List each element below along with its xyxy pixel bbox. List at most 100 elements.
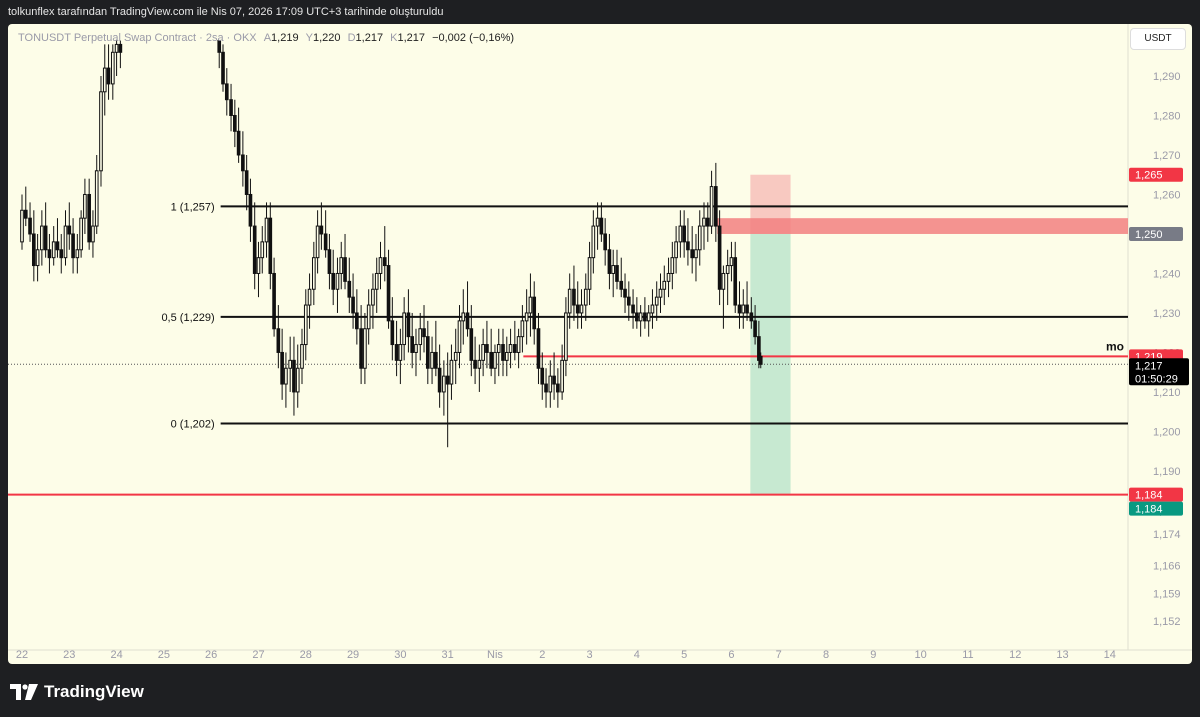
candle [702,202,706,250]
candle-body-up [496,344,501,353]
y-tick-label: 1,230 [1153,308,1181,320]
candle-body-up [504,351,509,361]
candle-body-down [327,249,332,274]
candle-body-down [536,328,541,369]
candle-body-down [67,225,72,235]
candle [252,202,257,290]
x-tick-label: 10 [915,649,927,661]
candle [311,241,316,306]
candle [43,202,48,258]
candle [386,249,391,329]
candle-body-down [682,225,686,243]
candle-body-down [607,249,612,274]
y-tick-label: 1,210 [1153,387,1181,399]
chart-canvas[interactable]: 1,290 1,280 1,270 1,260 1,250 1,240 1,230 1,220… [8,24,1192,664]
candle [508,328,513,369]
candle-body-down [386,265,391,322]
candle [709,170,714,234]
candle-body-down [603,233,607,251]
candle-body-down [425,336,430,369]
candle [79,210,83,258]
candle-body-up [579,304,584,314]
candle [402,297,406,361]
candle [583,273,588,321]
close-label: K [390,32,398,44]
candle-body-down [47,249,52,259]
currency-button[interactable]: USDT [1130,28,1186,50]
candle [548,360,553,408]
candle [623,273,627,313]
candle-body-down [319,225,324,235]
candle-body-up [524,312,529,322]
x-tick-label: 23 [63,649,75,661]
x-tick-label: 26 [205,649,217,661]
x-tick-label: 7 [776,649,782,661]
candle [501,328,505,377]
candle-body-down [229,99,233,116]
candle [757,320,761,369]
candle [233,99,237,148]
candle [575,281,580,329]
symbol-name[interactable]: TONUSDT Perpetual Swap Contract · 2sa · … [18,32,257,44]
candle [721,265,726,329]
candle-body-up [611,265,616,274]
last-price-value: 1,217 [1135,360,1163,372]
candle-body-down [737,304,742,314]
target-price-tag-bg [1129,501,1183,516]
candle-body-down [382,257,387,267]
candle-body-down [236,130,241,156]
candle-body-up [91,225,95,243]
candle [410,312,415,369]
candle [638,305,643,337]
candle-body-up [702,217,706,227]
candle-body-down [221,51,225,85]
candle-body-down [626,296,631,306]
candle [567,273,572,329]
tradingview-logo-text: TradingView [44,682,144,701]
candle [359,305,363,385]
candle-body-up [311,257,316,290]
x-tick-label: 4 [634,649,640,661]
fib-level-label: 0 (1,202) [171,419,215,431]
candle [745,281,749,321]
candle-body-up [260,241,265,259]
candle-body-down [323,233,328,251]
candle [229,83,233,132]
caption-text: tolkunflex tarafından TradingView.com il… [8,6,444,18]
candle [83,178,87,234]
candle [631,289,635,329]
candle [31,210,36,282]
candle-body-down [217,39,222,53]
candle-body-down [599,217,604,235]
candle-body-down [23,209,28,219]
candle [442,360,446,416]
candle-body-down [276,328,281,353]
candle-body-down [532,296,537,330]
entry-price-tag-text: 1,250 [1135,229,1163,241]
candle [564,297,568,377]
symbol-legend[interactable]: TONUSDT Perpetual Swap Contract · 2sa · … [18,32,514,44]
candle [339,241,344,290]
candle [619,257,624,298]
candle [457,305,462,369]
candle-body-down [544,383,548,393]
y-tick-label: 1,190 [1153,466,1181,478]
candle-body-up [721,272,726,290]
candle-body-down [43,225,48,251]
candle-body-down [347,280,352,298]
chart-frame[interactable]: 1,290 1,280 1,270 1,260 1,250 1,240 1,230 1,220… [8,24,1192,664]
x-tick-label: 5 [681,649,687,661]
candle-body-down [272,272,276,330]
candle-body-down [552,375,556,385]
x-tick-label: 11 [962,649,973,661]
candle-body-down [469,328,474,361]
target-price-tag: 1,184 [1129,501,1183,516]
candle-body-up [650,304,655,314]
tradingview-logo[interactable]: TradingView [10,682,144,702]
candle [670,241,675,290]
y-tick-label: 1,290 [1153,71,1181,83]
candle [493,344,497,385]
fib-level-label: 1 (1,257) [171,201,215,213]
candle [599,202,604,242]
x-tick-label: 22 [16,649,28,661]
